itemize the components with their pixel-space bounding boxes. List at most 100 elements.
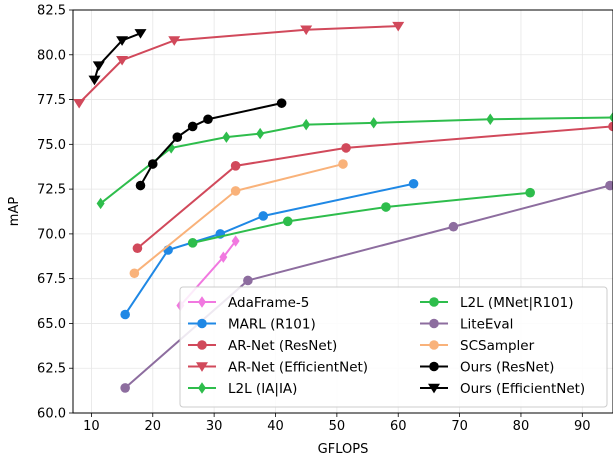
data-point xyxy=(258,211,269,221)
data-point xyxy=(369,117,378,129)
legend-item: AdaFrame-5 xyxy=(188,295,309,311)
data-point xyxy=(132,243,143,254)
data-point xyxy=(282,216,293,227)
series-8 xyxy=(135,98,287,191)
series-line xyxy=(192,191,531,244)
legend-item: LiteEval xyxy=(420,317,513,333)
data-point xyxy=(256,127,265,140)
data-point xyxy=(73,98,86,109)
series-2 xyxy=(132,121,613,254)
data-point xyxy=(172,132,183,142)
data-point xyxy=(134,29,147,39)
y-tick-label: 77.5 xyxy=(37,93,66,108)
data-point xyxy=(230,161,241,171)
data-point xyxy=(338,159,348,169)
legend-label: AR-Net (ResNet) xyxy=(228,338,337,354)
y-axis-label: mAP xyxy=(7,197,22,227)
legend-label: Ours (ResNet) xyxy=(460,360,554,376)
data-point xyxy=(88,75,101,86)
plot-area xyxy=(73,21,613,393)
data-point xyxy=(341,143,351,153)
series-line xyxy=(99,116,613,205)
legend-box xyxy=(179,286,608,408)
legend-item: SCSampler xyxy=(420,338,535,354)
legend-swatch-marker xyxy=(429,361,439,372)
legend-swatch-marker xyxy=(428,383,440,394)
data-point xyxy=(135,180,146,191)
legend-label: L2L (IA|IA) xyxy=(228,381,297,397)
data-point xyxy=(167,142,176,154)
y-tick-label: 70.0 xyxy=(37,227,66,242)
x-tick-label: 20 xyxy=(144,419,161,434)
x-tick-label: 50 xyxy=(329,419,346,434)
legend-swatch-marker xyxy=(429,297,439,307)
legend-item: L2L (IA|IA) xyxy=(188,381,297,397)
legend-item: Ours (ResNet) xyxy=(420,360,554,376)
data-point xyxy=(187,121,198,132)
data-point xyxy=(300,25,313,36)
x-tick-label: 70 xyxy=(451,419,468,434)
axes: 10 20 30 40 50 60 70 80 90 60.0 62.5 65.0 67.5 70.0 72… xyxy=(37,4,613,434)
legend: AdaFrame-5 MARL (R101) AR-Net (ResNet) AR-N… xyxy=(179,286,608,408)
legend-item: Ours (EfficientNet) xyxy=(420,381,585,397)
legend-label: AR-Net (EfficientNet) xyxy=(228,360,368,376)
data-point xyxy=(120,383,130,393)
series-4 xyxy=(96,111,613,210)
y-tick-label: 75.0 xyxy=(37,138,66,153)
legend-label: L2L (MNet|R101) xyxy=(460,295,574,311)
series-5 xyxy=(187,187,535,248)
data-point xyxy=(230,186,241,196)
data-point xyxy=(219,251,228,263)
data-point xyxy=(381,202,391,212)
legend-swatch-marker xyxy=(196,362,208,372)
data-point xyxy=(168,36,181,46)
legend-swatch-marker xyxy=(198,382,206,394)
data-point xyxy=(609,111,613,124)
series-9 xyxy=(88,29,147,86)
data-point xyxy=(147,159,158,169)
data-point xyxy=(203,114,213,125)
series-line xyxy=(93,32,141,81)
y-tick-label: 82.5 xyxy=(37,4,66,19)
data-point xyxy=(231,235,240,247)
x-tick-label: 10 xyxy=(83,419,100,434)
y-tick-label: 65.0 xyxy=(37,317,66,332)
grid xyxy=(73,9,613,414)
legend-item: L2L (MNet|R101) xyxy=(420,295,574,311)
data-point xyxy=(525,187,535,198)
data-point xyxy=(408,178,419,189)
x-tick-label: 40 xyxy=(267,419,284,434)
legend-item: AR-Net (EfficientNet) xyxy=(188,360,368,376)
series-line xyxy=(136,125,613,249)
legend-label: SCSampler xyxy=(460,338,535,354)
y-tick-label: 60.0 xyxy=(37,407,66,422)
legend-swatch-marker xyxy=(429,340,439,350)
y-tick-label: 72.5 xyxy=(37,183,66,198)
data-point xyxy=(605,180,613,191)
data-point xyxy=(276,98,287,108)
x-tick-label: 80 xyxy=(513,419,530,434)
data-point xyxy=(243,275,253,286)
legend-label: LiteEval xyxy=(460,317,513,333)
data-point xyxy=(129,268,140,279)
data-point xyxy=(120,309,130,320)
legend-swatch-marker xyxy=(429,318,439,329)
data-point xyxy=(608,121,613,132)
legend-item: MARL (R101) xyxy=(188,317,316,333)
data-point xyxy=(92,61,105,71)
data-point xyxy=(392,21,405,32)
data-point xyxy=(116,36,129,46)
data-point xyxy=(448,221,459,232)
y-tick-label: 67.5 xyxy=(37,272,66,287)
series-7 xyxy=(129,159,348,279)
x-axis-label: GFLOPS xyxy=(318,442,369,457)
plot-frame xyxy=(72,9,613,414)
y-tick-label: 80.0 xyxy=(37,48,66,63)
legend-swatch-marker xyxy=(198,296,206,308)
data-point xyxy=(302,118,311,131)
series-3 xyxy=(73,21,405,109)
x-tick-label: 60 xyxy=(390,419,407,434)
data-point xyxy=(116,55,129,66)
legend-item: AR-Net (ResNet) xyxy=(188,338,337,354)
